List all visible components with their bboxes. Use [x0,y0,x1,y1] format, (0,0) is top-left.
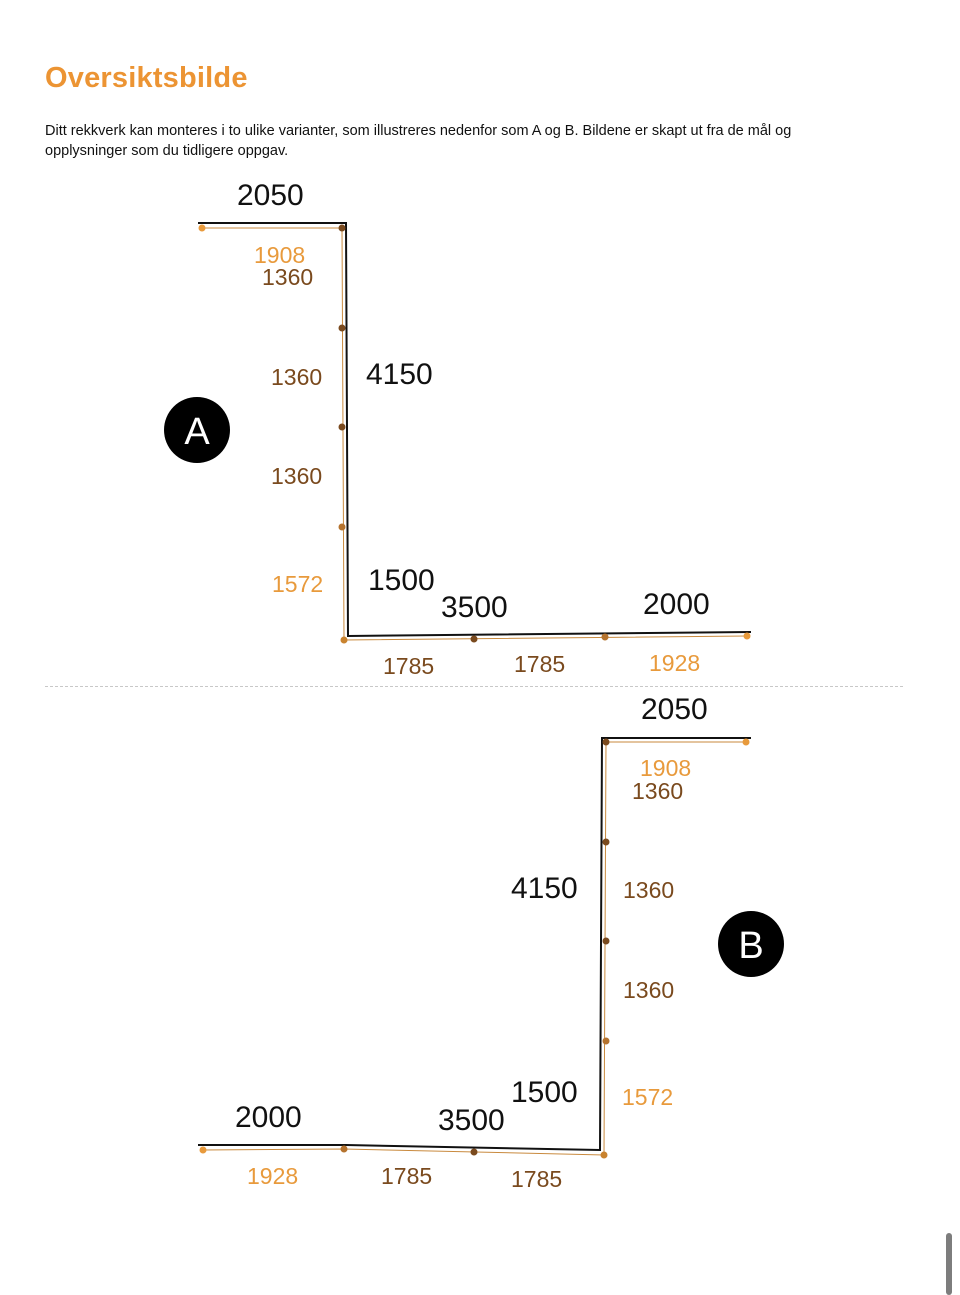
subsection-bottom: 1785 [383,653,434,679]
subsection-vertical: 1360 [623,977,674,1003]
subsection-vertical: 1360 [623,877,674,903]
post [602,838,610,846]
rail-offset-line [202,227,748,641]
vertical-scrollbar[interactable] [946,1233,952,1295]
segment-length-bottom-a: 3500 [441,591,508,624]
post [602,738,610,746]
segment-length-top: 2050 [641,693,708,726]
subsection-bottom-end: 1928 [247,1163,298,1189]
subsection-vertical-end: 1572 [622,1084,673,1110]
post-end [742,738,750,746]
segment-length-vertical: 4150 [511,872,578,905]
divider [45,686,903,687]
post [338,324,346,332]
subsection-vertical: 1360 [262,264,313,290]
intro-text: Ditt rekkverk kan monteres i to ulike va… [45,123,792,159]
variant-a-diagram: 2050 4150 1500 3500 2000 1908 1360 1360 … [164,179,752,679]
subsection-bottom: 1785 [381,1163,432,1189]
badge-label: B [738,925,763,967]
segment-length-bottom-b: 2000 [643,588,710,621]
segment-length-top: 2050 [237,179,304,212]
post-end [199,1146,207,1154]
post-end [198,224,206,232]
rail-line [198,222,752,638]
segment-length-corner: 1500 [368,564,435,597]
subsection-vertical: 1360 [271,463,322,489]
segment-length-bottom-b: 2000 [235,1101,302,1134]
segment-length-bottom-a: 3500 [438,1104,505,1137]
post [601,633,609,641]
post-corner [600,1151,608,1159]
variant-a-drawing: 2050 4150 1500 3500 2000 1908 1360 1360 … [164,179,752,679]
post [338,423,346,431]
post-end [743,632,751,640]
post [470,635,478,643]
subsection-vertical: 1360 [632,778,683,804]
subsection-top-end: 1908 [254,242,305,268]
segment-length-corner: 1500 [511,1076,578,1109]
badge-label: A [184,411,210,453]
post [602,937,610,945]
post [340,1145,348,1153]
post [338,224,346,232]
subsection-bottom-end: 1928 [649,650,700,676]
subsection-bottom: 1785 [511,1166,562,1192]
subsection-vertical: 1360 [271,364,322,390]
subsection-bottom: 1785 [514,651,565,677]
post [602,1037,610,1045]
post [338,523,346,531]
rail-line [198,737,751,1152]
post [470,1148,478,1156]
page-title: Oversiktsbilde [45,62,248,94]
segment-length-vertical: 4150 [366,358,433,391]
subsection-vertical-end: 1572 [272,571,323,597]
variant-a-badge: A [164,397,230,463]
subsection-top-end: 1908 [640,755,691,781]
variant-b-badge: B [718,911,784,977]
post-corner [340,636,348,644]
